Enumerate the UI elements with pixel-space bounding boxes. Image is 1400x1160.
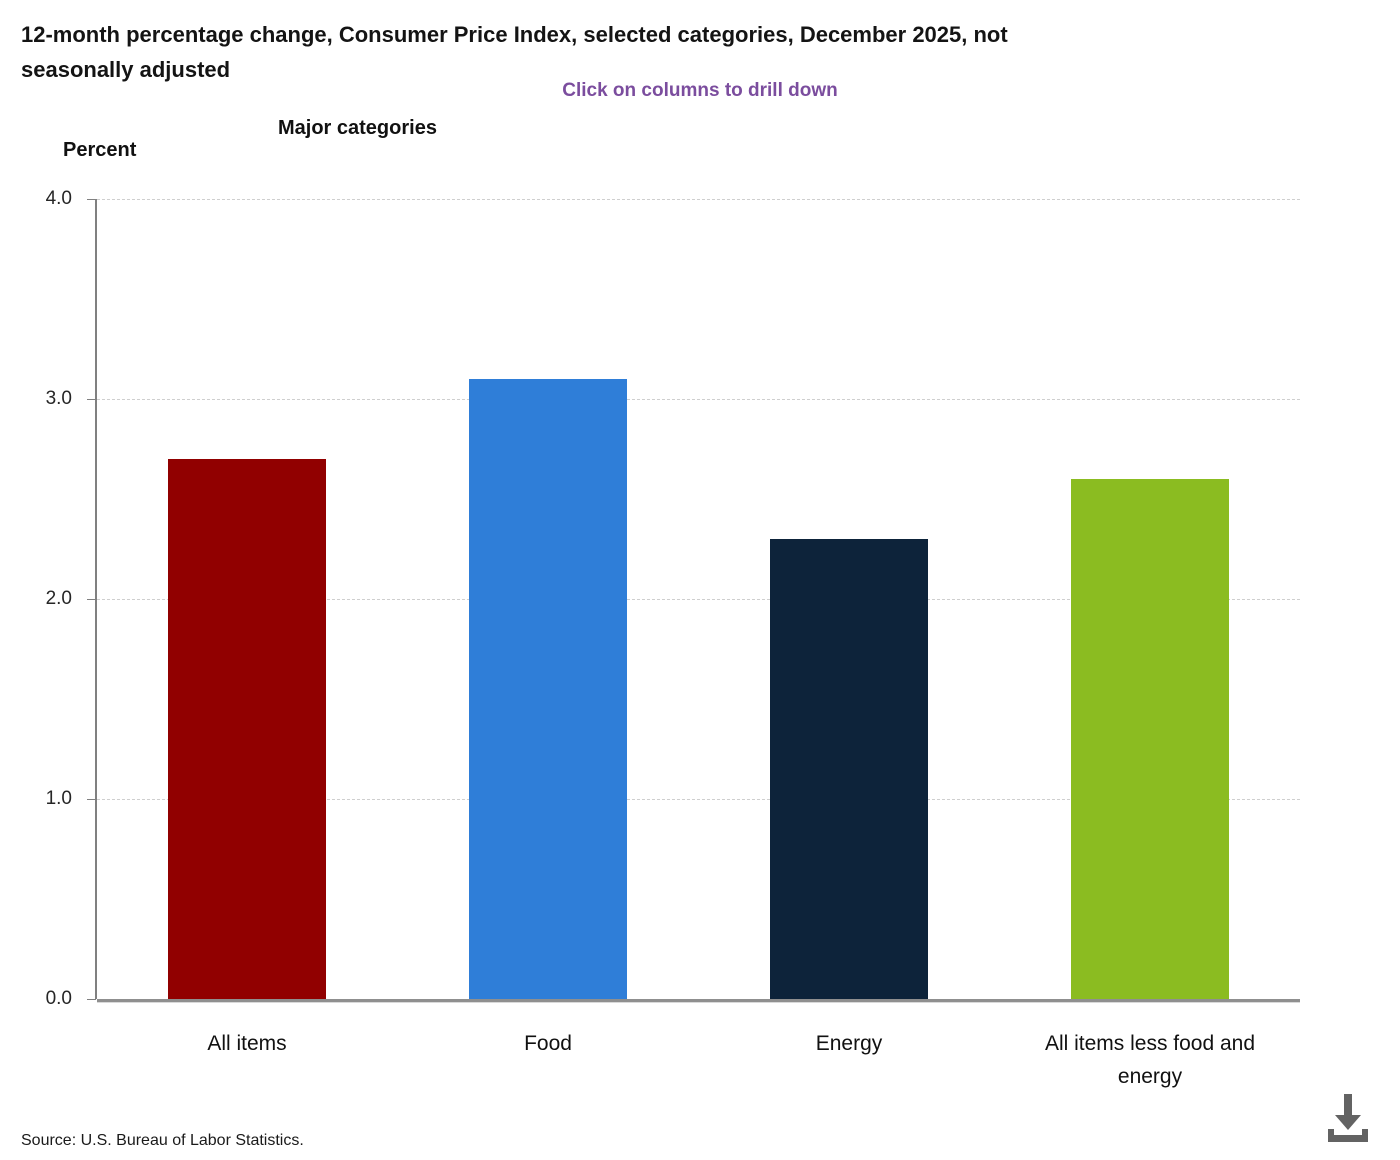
gridline-4 [97, 199, 1300, 200]
y-axis-tick-3 [87, 399, 96, 400]
chart-subtitle: Click on columns to drill down [562, 80, 838, 101]
page-title-line2: seasonally adjusted [21, 57, 231, 82]
download-icon [1328, 1094, 1368, 1142]
page-title-line1: 12-month percentage change, Consumer Pri… [21, 22, 1008, 47]
x-category-label-all-items-less-food-and-energy: All items less food and energy [1044, 1032, 1256, 1088]
y-axis-title: Percent [63, 139, 137, 161]
y-tick-label-4: 4.0 [45, 188, 72, 209]
bar-energy[interactable] [770, 539, 928, 999]
gridline-1 [97, 799, 1300, 800]
x-axis-baseline [97, 999, 1300, 1003]
page-title: 12-month percentage change, Consumer Pri… [21, 17, 1361, 87]
y-axis-tick-2 [87, 599, 96, 600]
x-category-label-all-items: All items [207, 1032, 287, 1055]
chart-inner-title: Major categories [278, 117, 437, 139]
y-tick-label-0: 0.0 [45, 988, 72, 1009]
y-axis-tick-0 [87, 999, 96, 1000]
y-tick-label-3: 3.0 [45, 388, 72, 409]
gridline-3 [97, 399, 1300, 400]
y-tick-label-2: 2.0 [45, 588, 72, 609]
bar-food[interactable] [469, 379, 627, 999]
y-tick-label-1: 1.0 [45, 788, 72, 809]
download-button[interactable] [1325, 1093, 1371, 1145]
bar-all-items[interactable] [168, 459, 326, 999]
gridline-2 [97, 599, 1300, 600]
y-axis-tick-1 [87, 799, 96, 800]
source-text: Source: U.S. Bureau of Labor Statistics. [21, 1132, 304, 1149]
x-category-label-energy: Energy [815, 1032, 883, 1055]
y-axis-line [95, 199, 97, 999]
bar-all-items-less-food-and-energy[interactable] [1071, 479, 1229, 999]
x-category-label-food: Food [524, 1032, 572, 1055]
y-axis-tick-4 [87, 199, 96, 200]
